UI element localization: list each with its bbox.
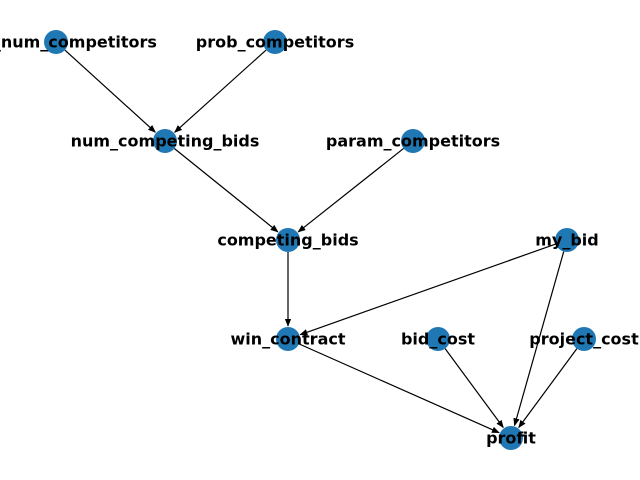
node-label-my_bid: my_bid [535, 231, 599, 250]
node-project_cost [572, 327, 596, 351]
node-label-max_num_competitors: max_num_competitors [0, 33, 157, 52]
node-label-project_cost: project_cost [529, 330, 639, 349]
node-max_num_competitors [44, 30, 68, 54]
nodes-layer [44, 30, 596, 450]
node-competing_bids [276, 228, 300, 252]
edge-my_bid-to-win_contract [299, 243, 556, 336]
edge-win_contract-to-profit [298, 343, 500, 434]
edge-prob_competitors-to-num_competing_bids [174, 49, 267, 133]
node-my_bid [555, 228, 579, 252]
node-label-prob_competitors: prob_competitors [196, 33, 354, 52]
edges-layer [64, 49, 578, 434]
edge-my_bid-to-profit [513, 251, 565, 427]
node-label-param_competitors: param_competitors [326, 132, 500, 151]
edge-max_num_competitors-to-num_competing_bids [64, 49, 156, 133]
edge-param_competitors-to-competing_bids [297, 147, 404, 233]
node-num_competing_bids [153, 129, 177, 153]
node-param_competitors [401, 129, 425, 153]
node-label-profit: profit [486, 429, 536, 448]
node-bid_cost [426, 327, 450, 351]
node-label-win_contract: win_contract [231, 330, 346, 349]
node-win_contract [276, 327, 300, 351]
node-label-bid_cost: bid_cost [401, 330, 475, 349]
node-prob_competitors [263, 30, 287, 54]
edge-bid_cost-to-profit [444, 348, 504, 429]
edge-num_competing_bids-to-competing_bids [173, 148, 279, 233]
node-label-competing_bids: competing_bids [217, 231, 358, 250]
labels-layer: max_num_competitors prob_competitors num_c… [0, 33, 639, 448]
node-label-num_competing_bids: num_competing_bids [71, 132, 260, 151]
node-profit [499, 426, 523, 450]
edge-project_cost-to-profit [518, 348, 578, 429]
